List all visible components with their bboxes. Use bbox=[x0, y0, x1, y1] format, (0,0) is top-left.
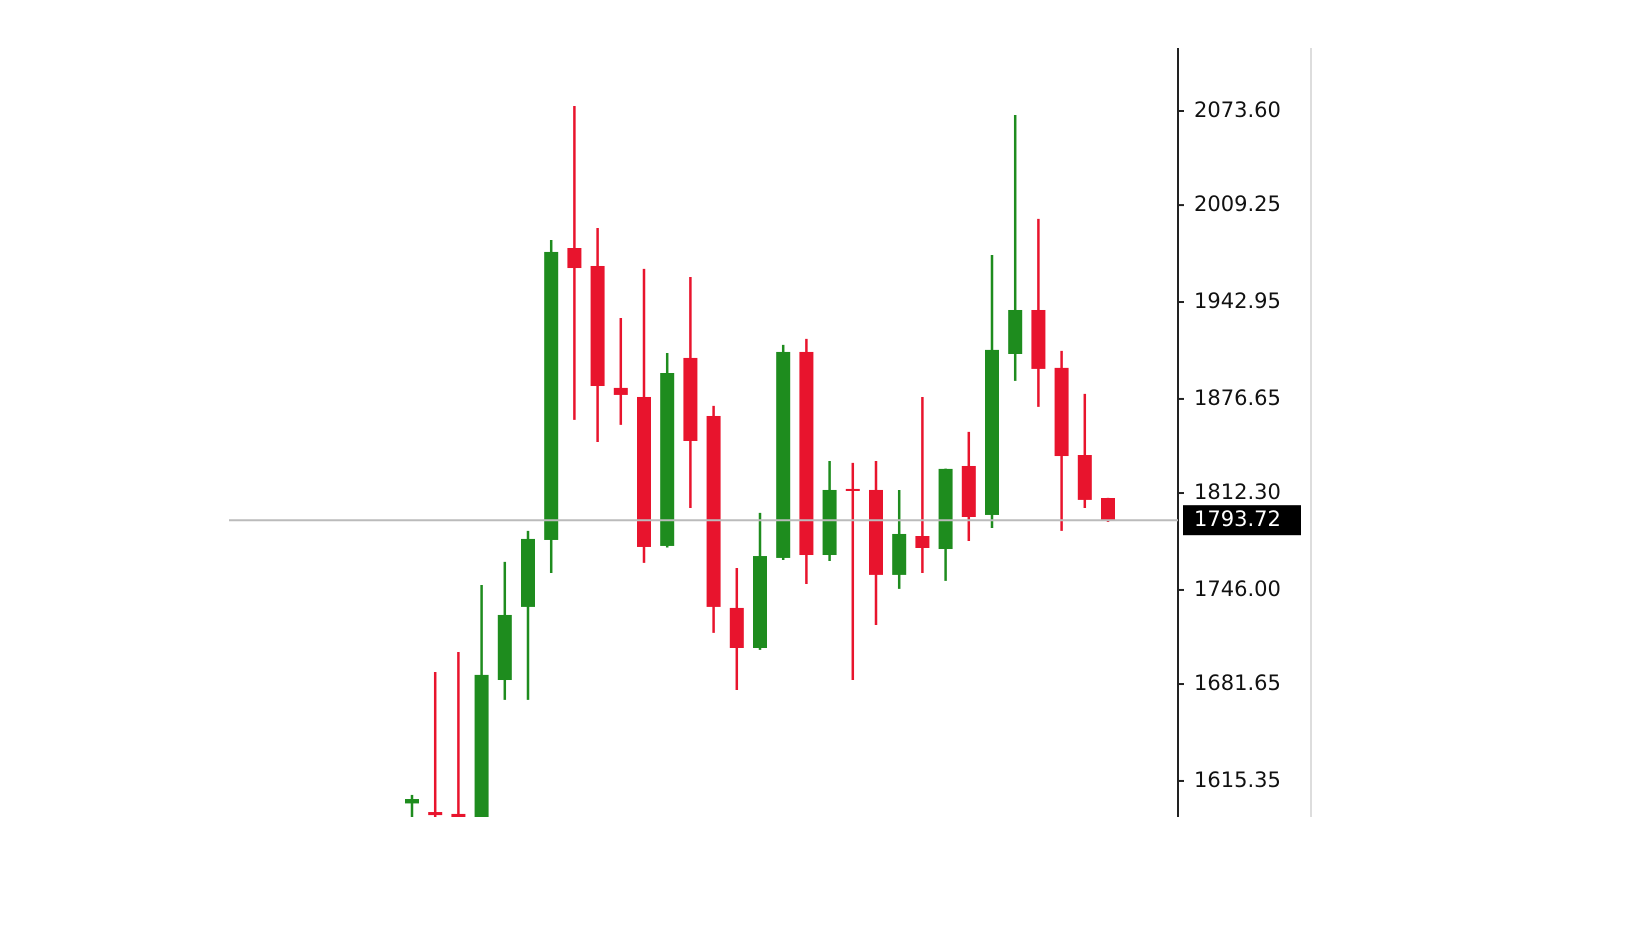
candle-body bbox=[567, 247, 582, 269]
candle-body bbox=[1054, 367, 1069, 457]
candle-body bbox=[544, 251, 559, 540]
candle-body bbox=[706, 415, 721, 607]
candle-body bbox=[1101, 497, 1115, 521]
last-price-box bbox=[1183, 505, 1301, 536]
candles bbox=[405, 106, 1115, 817]
candle-body bbox=[637, 396, 651, 547]
candle-body bbox=[1031, 309, 1046, 369]
candle-body bbox=[961, 465, 976, 518]
candle-body bbox=[938, 468, 953, 550]
candle-body bbox=[497, 614, 512, 681]
candle-body bbox=[845, 488, 860, 491]
candle-body bbox=[683, 357, 698, 441]
candle-body bbox=[915, 536, 930, 548]
y-tick-label: 1942.95 bbox=[1194, 289, 1281, 313]
y-tick-label: 1876.65 bbox=[1194, 386, 1281, 410]
last-price-label: 1793.72 bbox=[1194, 507, 1281, 531]
candle-body bbox=[474, 674, 489, 817]
candle-body bbox=[799, 351, 814, 556]
candle-body bbox=[590, 265, 605, 387]
candle-body bbox=[753, 556, 767, 648]
y-tick-label: 1746.00 bbox=[1194, 577, 1281, 601]
candle-body bbox=[451, 813, 466, 817]
candle-body bbox=[405, 799, 419, 804]
candle-body bbox=[869, 489, 883, 575]
candle-body bbox=[613, 387, 628, 395]
candle-body bbox=[776, 351, 791, 558]
y-tick-label: 1681.65 bbox=[1194, 671, 1281, 695]
candle-body bbox=[1008, 309, 1023, 354]
candle-body bbox=[822, 489, 837, 556]
candle-body bbox=[428, 812, 443, 816]
candle-body bbox=[892, 533, 907, 575]
candle-body bbox=[985, 349, 999, 515]
candle-body bbox=[660, 372, 675, 546]
y-tick-label: 2073.60 bbox=[1194, 98, 1281, 122]
candle-body bbox=[521, 538, 535, 607]
y-tick-label: 1812.30 bbox=[1194, 480, 1281, 504]
y-tick-label: 2009.25 bbox=[1194, 192, 1281, 216]
candle-body bbox=[729, 607, 744, 648]
y-tick-label: 1615.35 bbox=[1194, 768, 1281, 792]
candle-body bbox=[1077, 455, 1092, 500]
